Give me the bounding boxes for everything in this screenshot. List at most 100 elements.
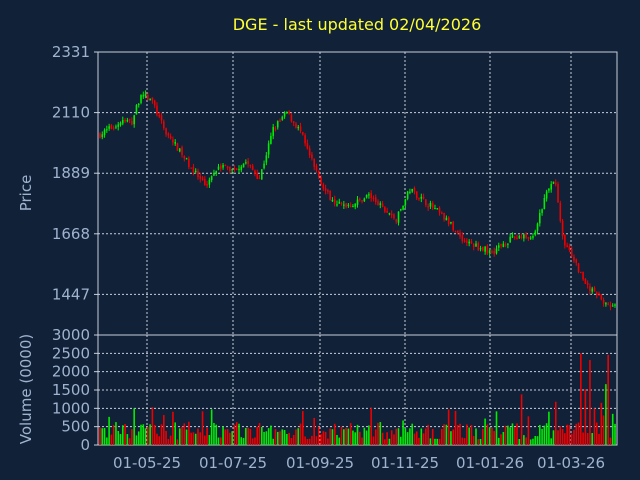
candle-body — [598, 294, 600, 296]
volume-bar — [126, 434, 129, 445]
volume-bar — [379, 422, 382, 445]
candle-body — [450, 222, 452, 224]
volume-bar — [263, 431, 265, 445]
candle-body — [178, 148, 181, 152]
volume-bar — [213, 422, 215, 445]
volume-bar — [229, 432, 231, 445]
volume-bar — [270, 425, 272, 445]
volume-bar — [199, 432, 202, 445]
candle-body — [222, 165, 224, 168]
volume-bar — [586, 433, 589, 445]
candle-body — [614, 304, 616, 306]
volume-bar — [281, 429, 284, 445]
volume-bar — [131, 429, 133, 445]
candle-body — [215, 170, 218, 174]
volume-bar — [470, 424, 473, 445]
candle-body — [219, 165, 222, 169]
candle-body — [413, 187, 416, 192]
volume-bar — [425, 428, 427, 445]
volume-bar — [545, 423, 548, 445]
candle-body — [242, 163, 245, 168]
candle-body — [470, 241, 473, 244]
volume-bar — [527, 416, 530, 445]
volume-bar — [347, 428, 350, 445]
volume-bar — [422, 433, 425, 445]
candle-body — [486, 245, 489, 254]
candle-body — [561, 220, 564, 237]
volume-bar — [484, 418, 486, 445]
candle-body — [393, 214, 395, 219]
candle-body — [115, 126, 117, 128]
volume-bar — [276, 431, 279, 445]
volume-bar — [472, 435, 475, 445]
volume-bar — [456, 425, 459, 445]
candle-body — [331, 200, 334, 202]
candle-body — [258, 177, 261, 180]
candle-body — [290, 114, 293, 122]
volume-bar — [461, 437, 464, 445]
candle-body — [103, 129, 106, 136]
volume-bar — [306, 439, 309, 445]
candle-body — [415, 191, 418, 199]
candle-body — [299, 126, 302, 131]
volume-bar — [598, 433, 600, 445]
candle-body — [395, 219, 398, 222]
volume-bar — [477, 439, 480, 445]
candle-body — [425, 199, 427, 205]
candle-body — [108, 126, 110, 129]
candle-body — [468, 241, 470, 244]
volume-bar — [235, 422, 238, 445]
candle-body — [482, 246, 484, 251]
candle-body — [190, 167, 192, 169]
x-tick-label: 01-09-25 — [286, 454, 354, 472]
volume-bar — [245, 427, 247, 445]
x-tick-label: 01-03-26 — [537, 454, 605, 472]
candle-body — [235, 168, 238, 170]
candle-body — [497, 245, 500, 248]
volume-bar — [354, 432, 357, 445]
candle-body — [345, 203, 347, 208]
volume-bar — [242, 437, 245, 445]
candle-body — [445, 217, 448, 221]
volume-bar — [607, 354, 609, 445]
candle-body — [204, 179, 206, 186]
candle-body — [251, 165, 254, 170]
volume-bar — [507, 425, 509, 445]
volume-bar — [513, 427, 516, 445]
volume-bar — [183, 423, 186, 445]
volume-bar — [575, 423, 578, 445]
volume-bar — [224, 429, 227, 445]
candle-body — [153, 100, 156, 106]
volume-bar — [356, 424, 359, 445]
candle-body — [224, 164, 227, 167]
volume-bar — [163, 415, 165, 445]
candle-body — [420, 196, 423, 199]
candle-body — [589, 286, 591, 291]
candle-body — [272, 126, 274, 136]
volume-bar — [573, 429, 575, 445]
candle-body — [374, 197, 377, 203]
candle-body — [238, 168, 240, 171]
volume-bar — [399, 436, 402, 445]
candle-body — [263, 163, 265, 169]
volume-bar — [468, 427, 470, 445]
volume-bar — [557, 430, 559, 445]
volume-bar — [106, 437, 108, 445]
volume-bar — [217, 437, 220, 445]
volume-bar — [550, 438, 552, 445]
candle-body — [213, 173, 215, 176]
candle-body — [429, 202, 432, 207]
volume-bar — [441, 428, 443, 445]
volume-bar — [511, 423, 514, 445]
candle-body — [101, 134, 104, 138]
volume-bar — [226, 429, 229, 445]
volume-bar — [231, 431, 233, 445]
price-tick-label: 2110 — [52, 104, 90, 122]
candle-body — [106, 129, 108, 131]
volume-bar — [559, 426, 562, 445]
volume-bar — [288, 432, 290, 445]
volume-bar — [327, 438, 329, 445]
volume-bar — [390, 430, 393, 445]
candle-body — [438, 207, 441, 213]
